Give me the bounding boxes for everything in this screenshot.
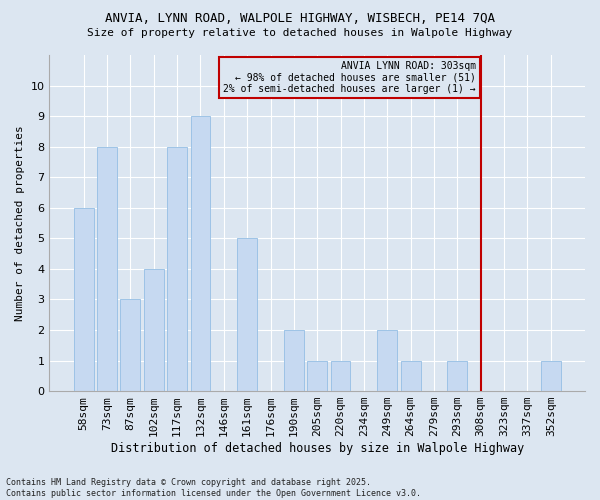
Bar: [144, 269, 164, 391]
Bar: [237, 238, 257, 391]
Text: Contains HM Land Registry data © Crown copyright and database right 2025.
Contai: Contains HM Land Registry data © Crown c…: [6, 478, 421, 498]
Text: ANVIA LYNN ROAD: 303sqm
← 98% of detached houses are smaller (51)
2% of semi-det: ANVIA LYNN ROAD: 303sqm ← 98% of detache…: [223, 61, 476, 94]
Bar: [377, 330, 397, 391]
Bar: [541, 360, 560, 391]
Bar: [121, 300, 140, 391]
Bar: [331, 360, 350, 391]
Bar: [74, 208, 94, 391]
Text: Size of property relative to detached houses in Walpole Highway: Size of property relative to detached ho…: [88, 28, 512, 38]
Bar: [307, 360, 327, 391]
Bar: [401, 360, 421, 391]
Bar: [167, 146, 187, 391]
Y-axis label: Number of detached properties: Number of detached properties: [15, 125, 25, 321]
Text: ANVIA, LYNN ROAD, WALPOLE HIGHWAY, WISBECH, PE14 7QA: ANVIA, LYNN ROAD, WALPOLE HIGHWAY, WISBE…: [105, 12, 495, 26]
Bar: [448, 360, 467, 391]
Bar: [284, 330, 304, 391]
Bar: [191, 116, 211, 391]
X-axis label: Distribution of detached houses by size in Walpole Highway: Distribution of detached houses by size …: [110, 442, 524, 455]
Bar: [97, 146, 117, 391]
